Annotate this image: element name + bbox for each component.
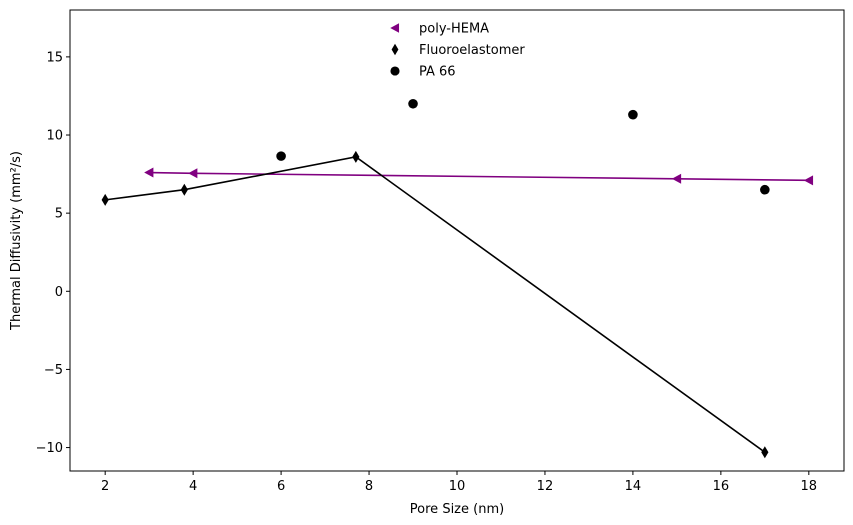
poly-hema-point [188, 168, 198, 179]
plot-frame [69, 9, 845, 472]
y-tick-label: 0 [55, 285, 63, 300]
x-tick-label: 18 [801, 479, 818, 494]
fluoroelastomer-line [105, 156, 766, 453]
y-tick-label: 5 [55, 207, 63, 222]
poly-hema-point [803, 175, 814, 186]
fluoroelastomer-legend-marker [391, 43, 399, 56]
x-tick-label: 8 [365, 479, 373, 494]
y-tick-label: −5 [44, 363, 63, 378]
x-tick-label: 14 [625, 479, 642, 494]
x-tick-label: 6 [277, 479, 285, 494]
series-layer [101, 98, 814, 459]
pa-66-legend-label: PA 66 [419, 65, 456, 80]
fluoroelastomer-point [761, 446, 769, 459]
plot-background [70, 10, 844, 471]
x-tick-label: 2 [101, 479, 109, 494]
y-tick-label: 15 [46, 50, 63, 65]
x-tick-label: 10 [449, 479, 466, 494]
poly-hema-point [144, 167, 154, 178]
x-tick-label: 4 [189, 479, 197, 494]
x-tick-label: 12 [537, 479, 554, 494]
fluoroelastomer-legend-label: Fluoroelastomer [419, 43, 525, 58]
x-tick-label: 16 [713, 479, 730, 494]
pa-66-legend-marker [390, 66, 400, 76]
pa-66-point [628, 109, 638, 120]
y-tick-label: −10 [36, 441, 63, 456]
y-axis-title: Thermal Diffusivity (mm²/s) [9, 151, 24, 331]
pa-66-point [760, 184, 770, 195]
poly-hema-legend-marker [390, 23, 400, 33]
fluoroelastomer-point [101, 193, 109, 206]
pa-66-point [276, 151, 286, 161]
y-tick-label: 10 [46, 129, 63, 144]
legend: poly-HEMA Fluoroelastomer PA 66 [390, 22, 525, 80]
pa-66-point [408, 98, 418, 109]
axes-layer: 2 4 6 8 10 12 14 16 18 −10 −5 0 5 10 15 [36, 50, 818, 494]
fluoroelastomer-point [180, 183, 188, 196]
poly-hema-point [671, 173, 682, 184]
x-axis-title: Pore Size (nm) [410, 502, 504, 517]
fluoroelastomer-point [352, 150, 360, 163]
poly-hema-line [149, 171, 809, 182]
poly-hema-legend-label: poly-HEMA [419, 22, 489, 37]
